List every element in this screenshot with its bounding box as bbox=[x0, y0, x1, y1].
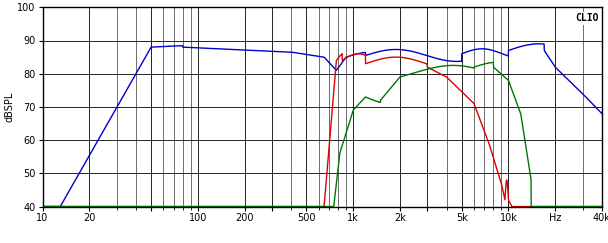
Text: CLIO: CLIO bbox=[576, 13, 599, 23]
Y-axis label: dBSPL: dBSPL bbox=[4, 92, 15, 122]
